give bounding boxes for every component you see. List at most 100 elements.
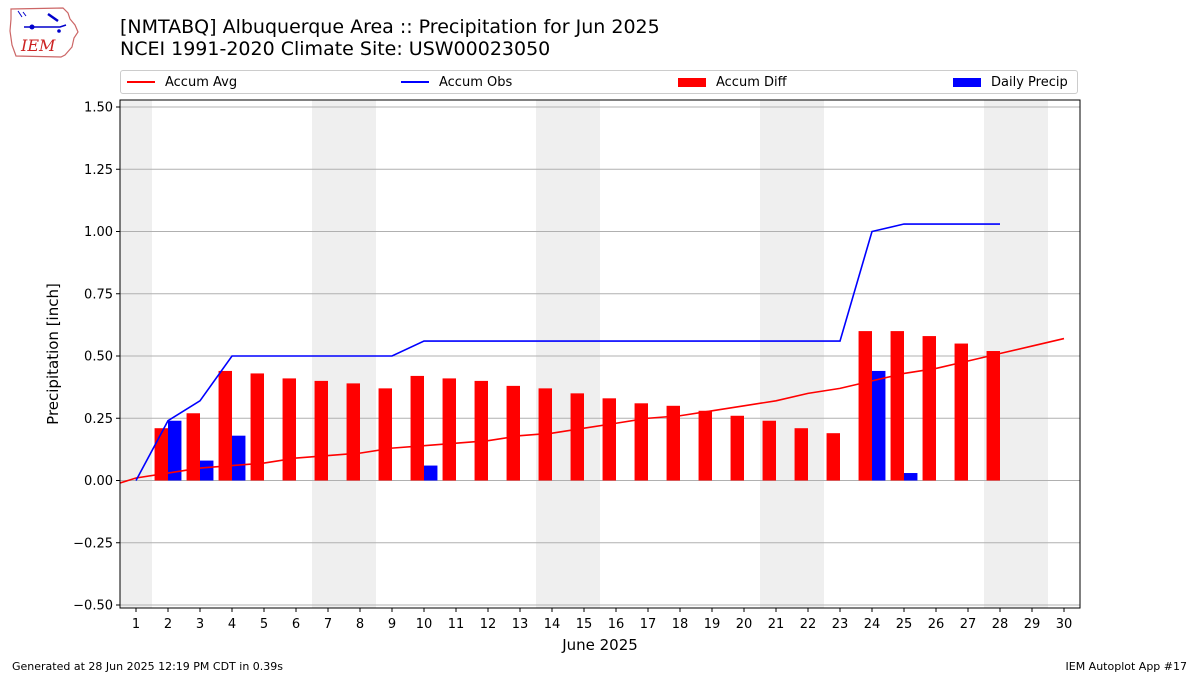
accum-diff-bar [250,373,264,481]
x-tick-label: 5 [260,617,268,632]
chart-legend: Accum Avg Accum Obs Accum Diff Daily Pre… [120,70,1078,94]
accum-diff-bar [826,433,840,481]
y-tick-label: 1.00 [84,225,113,240]
accum-diff-bar [218,370,232,481]
y-tick-label: −0.50 [73,599,113,614]
accum-diff-bar [154,428,168,481]
x-tick-label: 3 [196,617,204,632]
accum-diff-bar [890,331,904,481]
accum-diff-bar [666,405,680,481]
x-tick-label: 23 [832,617,849,632]
accum-diff-bar [378,388,392,481]
plot-frame [119,99,1081,609]
accum-diff-bar [986,351,1000,481]
y-axis-ticks: −0.50 −0.25 0.00 0.25 0.50 0.75 1.00 1.25 1.50 [73,101,120,614]
accum-diff-bar [346,383,360,481]
x-tick-label: 6 [292,617,300,632]
daily-precip-bar [904,473,918,481]
accum-diff-bar [186,413,200,481]
x-tick-label: 8 [356,617,364,632]
x-tick-label: 26 [928,617,945,632]
daily-precip-bar [168,420,182,481]
x-tick-label: 24 [864,617,881,632]
accum-diff-bar [954,343,968,481]
logo-text: IEM [20,36,56,55]
x-tick-label: 20 [736,617,753,632]
accum-diff-bar [474,380,488,481]
weekend-shade-0 [120,100,152,608]
x-tick-label: 7 [324,617,332,632]
weekend-shading [120,100,1048,608]
grid-lines [120,106,1080,606]
y-tick-label: −0.25 [73,536,113,551]
accum-diff-bar [730,415,744,481]
accum-diff-bar [570,393,584,481]
y-tick-label: 1.50 [84,101,113,116]
legend-label-daily-precip: Daily Precip [991,74,1068,90]
y-tick-label: 0.50 [84,350,113,365]
x-tick-label: 12 [480,617,497,632]
footer-app-text: IEM Autoplot App #17 [1065,660,1188,673]
title-block: [NMTABQ] Albuquerque Area :: Precipitati… [120,16,660,60]
x-tick-label: 29 [1024,617,1041,632]
accum-diff-bar [442,378,456,481]
legend-label-accum-diff: Accum Diff [716,74,787,90]
x-tick-label: 4 [228,617,236,632]
x-tick-label: 1 [132,617,140,632]
x-tick-label: 2 [164,617,172,632]
x-tick-label: 14 [544,617,561,632]
x-tick-label: 28 [992,617,1009,632]
x-tick-label: 27 [960,617,977,632]
daily-precip-bars [168,370,918,481]
weekend-shade-2 [536,100,600,608]
legend-label-accum-avg: Accum Avg [165,74,238,90]
weekend-shade-3 [760,100,824,608]
iem-logo: IEM [9,7,79,58]
x-tick-label: 16 [608,617,625,632]
accum-diff-bar [282,378,296,481]
y-tick-label: 0.25 [84,412,113,427]
accum-diff-bar [922,336,936,481]
x-tick-label: 19 [704,617,721,632]
accum-diff-bar [858,331,872,481]
legend-swatch-daily-precip [953,77,981,87]
chart-title: [NMTABQ] Albuquerque Area :: Precipitati… [120,16,660,38]
x-tick-label: 21 [768,617,785,632]
y-tick-label: 1.25 [84,163,113,178]
legend-swatch-accum-obs [401,81,429,83]
x-tick-label: 18 [672,617,689,632]
footer-generated-text: Generated at 28 Jun 2025 12:19 PM CDT in… [12,660,284,673]
accum-lines [119,223,1065,484]
x-tick-label: 17 [640,617,657,632]
x-tick-label: 22 [800,617,817,632]
accum-diff-bars [154,331,1000,481]
x-tick-label: 30 [1056,617,1073,632]
daily-precip-bar [424,465,438,481]
x-axis-ticks: 1 2 3 4 5 6 7 8 9 10 11 12 13 14 15 16 17 18 19 20 21 22 23 24 2… [132,608,1072,632]
accum-avg-line [119,337,1065,484]
accum-diff-bar [602,398,616,481]
accum-diff-bar [506,385,520,481]
legend-item-accum-diff: Accum Diff [678,71,787,93]
x-tick-label: 13 [512,617,529,632]
legend-swatch-accum-avg [127,81,155,83]
accum-diff-bar [314,380,328,481]
chart-subtitle: NCEI 1991-2020 Climate Site: USW00023050 [120,38,551,60]
x-tick-label: 10 [416,617,433,632]
x-tick-label: 9 [388,617,396,632]
y-axis-label: Precipitation [inch] [44,283,62,425]
x-tick-label: 15 [576,617,593,632]
accum-diff-bar [794,428,808,481]
weekend-shade-1 [312,100,376,608]
x-tick-label: 25 [896,617,913,632]
x-tick-label: 11 [448,617,465,632]
daily-precip-bar [200,460,214,481]
accum-diff-bar [698,410,712,481]
legend-swatch-accum-diff [678,77,706,87]
y-tick-label: 0.75 [84,287,113,302]
legend-item-accum-obs: Accum Obs [401,71,512,93]
legend-item-daily-precip: Daily Precip [953,71,1068,93]
iowa-outline-shape [9,7,79,58]
accum-obs-line [135,223,1000,481]
